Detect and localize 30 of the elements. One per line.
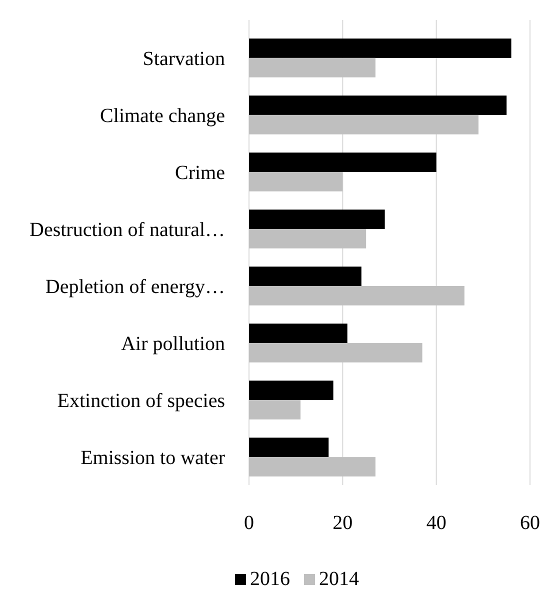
y-tick-label: Starvation [142,48,225,70]
bar [249,152,436,172]
bar [249,58,376,78]
bar [249,38,512,58]
legend-label: 2014 [319,568,359,590]
bar [249,400,301,420]
bar [249,172,343,192]
bar [249,343,422,362]
legend-label: 2016 [250,568,290,590]
bar [249,114,478,134]
x-tick-label: 60 [520,512,540,534]
y-tick-label: Extinction of species [57,390,226,412]
y-tick-label: Air pollution [121,333,225,356]
bar [249,380,334,400]
y-tick-label: Climate change [100,104,226,127]
bar [249,438,329,458]
bar [249,210,385,229]
bar [249,228,366,248]
bar [249,286,464,306]
bar [249,266,362,286]
bar [249,324,348,344]
bar [249,96,507,115]
x-tick-label: 0 [244,512,254,534]
y-tick-label: Destruction of natural… [30,218,225,241]
y-tick-label: Depletion of energy… [45,276,225,298]
y-tick-label: Crime [175,162,226,184]
x-tick-label: 20 [332,512,353,534]
bar [249,457,376,476]
y-tick-label: Emission to water [80,447,226,470]
x-tick-label: 40 [426,512,446,534]
